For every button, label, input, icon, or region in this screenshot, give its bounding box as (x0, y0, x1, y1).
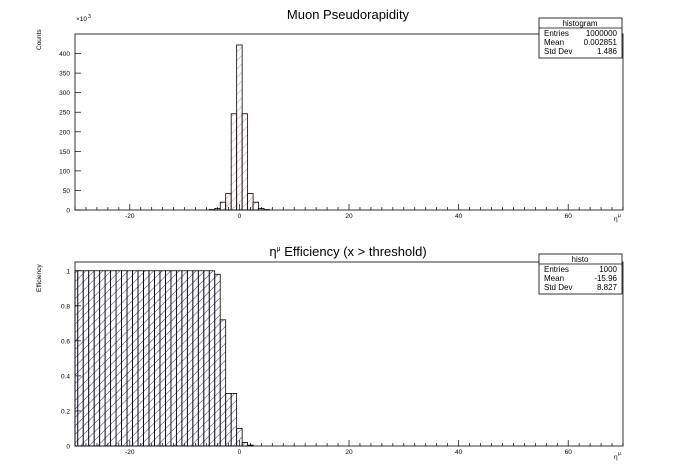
y-tick-label: 200 (59, 129, 70, 136)
x-tick-label: 60 (565, 213, 573, 220)
histogram-bin (82, 270, 90, 447)
x-tick-label: -20 (125, 213, 135, 220)
y-tick-label: 50 (63, 188, 71, 195)
histogram-bin (219, 319, 227, 447)
y-tick-label: 0.6 (61, 338, 70, 345)
x-axis-ticks: -20 0 20 40 60 (74, 204, 624, 220)
stats-value: 1000000 (586, 29, 618, 38)
efficiency-panel: ημ Efficiency (x > threshold) Efficiency… (36, 244, 624, 461)
histogram-bin (230, 113, 238, 211)
histogram-bins (74, 270, 254, 447)
y-tick-label: 0 (66, 208, 70, 215)
histogram-bin (99, 270, 106, 447)
x-tick-label: 0 (238, 213, 242, 220)
plot-frame (74, 33, 624, 211)
histogram-bin (192, 270, 199, 447)
histogram-bin (230, 393, 238, 447)
stats-label: Entries (544, 265, 569, 274)
histogram-bin (154, 270, 161, 447)
histogram-bin (186, 270, 194, 447)
x-tick-label: 40 (455, 449, 463, 456)
histogram-bin (137, 270, 144, 447)
stats-label: Entries (544, 29, 569, 38)
chart-title: ημ Efficiency (x > threshold) (269, 244, 426, 259)
histogram-bin (181, 270, 188, 447)
stats-value: 8.827 (597, 283, 618, 292)
histogram-bin (208, 270, 216, 447)
histogram-bin (110, 270, 117, 447)
y-tick-label: 0.4 (61, 373, 70, 380)
y-axis-ticks: 0 50 100 150 200 250 300 350 400 (59, 51, 81, 215)
histogram-bin (88, 270, 95, 447)
y-tick-label: 350 (59, 71, 70, 78)
y-tick-label: 250 (59, 110, 70, 117)
histogram-bin (241, 442, 249, 447)
y-multiplier: ×10 (76, 16, 87, 23)
histogram-bin (197, 270, 205, 447)
histogram-bin (126, 270, 133, 447)
x-tick-label: 20 (345, 449, 353, 456)
x-axis-label: η (614, 454, 618, 461)
y-tick-label: 0.8 (61, 303, 70, 310)
histogram-bin (214, 273, 221, 447)
x-axis-label-sup: μ (618, 213, 621, 219)
histogram-bin (252, 201, 259, 211)
y-tick-label: 150 (59, 149, 70, 156)
histogram-bin (203, 270, 210, 447)
y-tick-label: 100 (59, 168, 70, 175)
histogram-bin (74, 270, 79, 447)
stats-label: Std Dev (544, 283, 572, 292)
y-axis-label: Counts (36, 29, 43, 50)
x-axis-label: η (614, 216, 618, 223)
stats-value: 1000 (599, 265, 617, 274)
y-tick-label: 0 (66, 444, 70, 451)
stats-label: Mean (544, 274, 564, 283)
y-multiplier-exp: 3 (88, 14, 91, 20)
histogram-bins (208, 44, 270, 211)
y-tick-label: 300 (59, 90, 70, 97)
x-axis-ticks: -20 0 20 40 60 (74, 440, 624, 456)
y-tick-label: 0.2 (61, 408, 70, 415)
x-tick-label: 20 (345, 213, 353, 220)
histogram-bin (241, 113, 249, 211)
stats-box: histo Entries 1000 Mean -15.96 Std Dev 8… (538, 253, 623, 295)
histogram-bin (165, 270, 172, 447)
y-tick-label: 400 (59, 51, 70, 58)
histogram-bin (77, 270, 84, 447)
histogram-bin (132, 270, 139, 447)
x-tick-label: 40 (455, 213, 463, 220)
stats-label: Std Dev (544, 47, 572, 56)
x-tick-label: -20 (125, 449, 135, 456)
histogram-bin (104, 270, 112, 447)
y-axis-label: Efficiency (36, 264, 43, 292)
stats-value: 0.002851 (584, 38, 618, 47)
histogram-bin (115, 270, 122, 447)
histogram-bin (219, 201, 227, 211)
histogram-bin (175, 270, 183, 447)
histogram-bin (121, 270, 128, 447)
histogram-bin (225, 393, 232, 447)
stats-title: histo (572, 255, 589, 264)
chart-title: Muon Pseudorapidity (287, 7, 410, 22)
histogram-bin (93, 270, 101, 447)
x-axis-label-sup: μ (618, 451, 621, 457)
stats-value: 1.486 (597, 47, 618, 56)
stats-title: histogram (562, 19, 597, 28)
histogram-bin (170, 270, 177, 447)
x-tick-label: 0 (238, 449, 242, 456)
histogram-bin (236, 44, 243, 211)
histogram-bin (159, 270, 166, 447)
stats-value: -15.96 (594, 274, 617, 283)
y-axis-ticks: 0 0.2 0.4 0.6 0.8 1 (61, 268, 81, 451)
pseudorapidity-panel: Muon Pseudorapidity ×10 3 Counts 0 50 100 1… (36, 7, 624, 223)
x-tick-label: 60 (565, 449, 573, 456)
histogram-bin (148, 270, 155, 447)
histogram-bin (143, 270, 150, 447)
y-tick-label: 1 (66, 268, 70, 275)
stats-box: histogram Entries 1000000 Mean 0.002851 … (538, 17, 623, 59)
stats-label: Mean (544, 38, 564, 47)
